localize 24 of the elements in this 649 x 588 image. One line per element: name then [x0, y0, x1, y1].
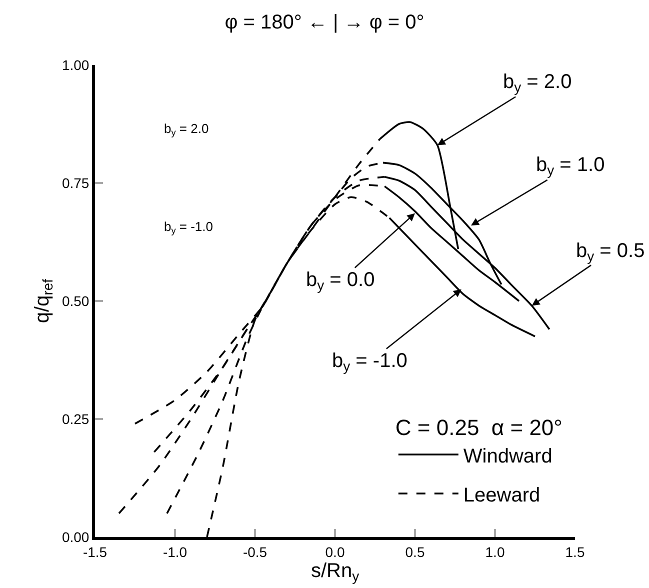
y-tick-label: 0.50: [62, 292, 90, 309]
legend-title: C = 0.25 α = 20°: [395, 415, 562, 440]
annotation: b$_{y}$ = 0.5: [576, 240, 645, 264]
y-tick-label: 0.25: [62, 410, 90, 427]
annotation: b$_{y}$ = 2.0: [164, 121, 209, 138]
annotation: b$_{y}$ = -1.0: [164, 219, 213, 236]
chart-title: φ = 180° ← | → φ = 0°: [224, 12, 424, 34]
x-tick-label: -1.0: [162, 544, 188, 560]
y-tick-label: 0.75: [62, 174, 90, 191]
x-tick-label: 1.0: [485, 544, 505, 560]
x-tick-label: 0.0: [325, 544, 345, 560]
x-tick-label: 1.5: [565, 544, 585, 560]
annotation: b$_{y}$ = 0.0: [306, 269, 375, 294]
x-axis-title: s/Rn$_{y}$: [310, 560, 360, 584]
y-tick-label: 1.00: [62, 56, 90, 73]
y-tick-label: 0.00: [62, 528, 90, 545]
annotation: b$_{y}$ = 1.0: [536, 154, 605, 178]
x-tick-label: -0.5: [242, 544, 268, 560]
annotation: b$_{y}$ = 2.0: [503, 71, 572, 96]
x-tick-label: -1.5: [82, 544, 108, 560]
legend-label: Leeward: [463, 484, 540, 506]
x-tick-label: 0.5: [405, 544, 425, 560]
annotation: b$_{y}$ = -1.0: [332, 350, 408, 374]
legend-label: Windward: [463, 445, 552, 468]
